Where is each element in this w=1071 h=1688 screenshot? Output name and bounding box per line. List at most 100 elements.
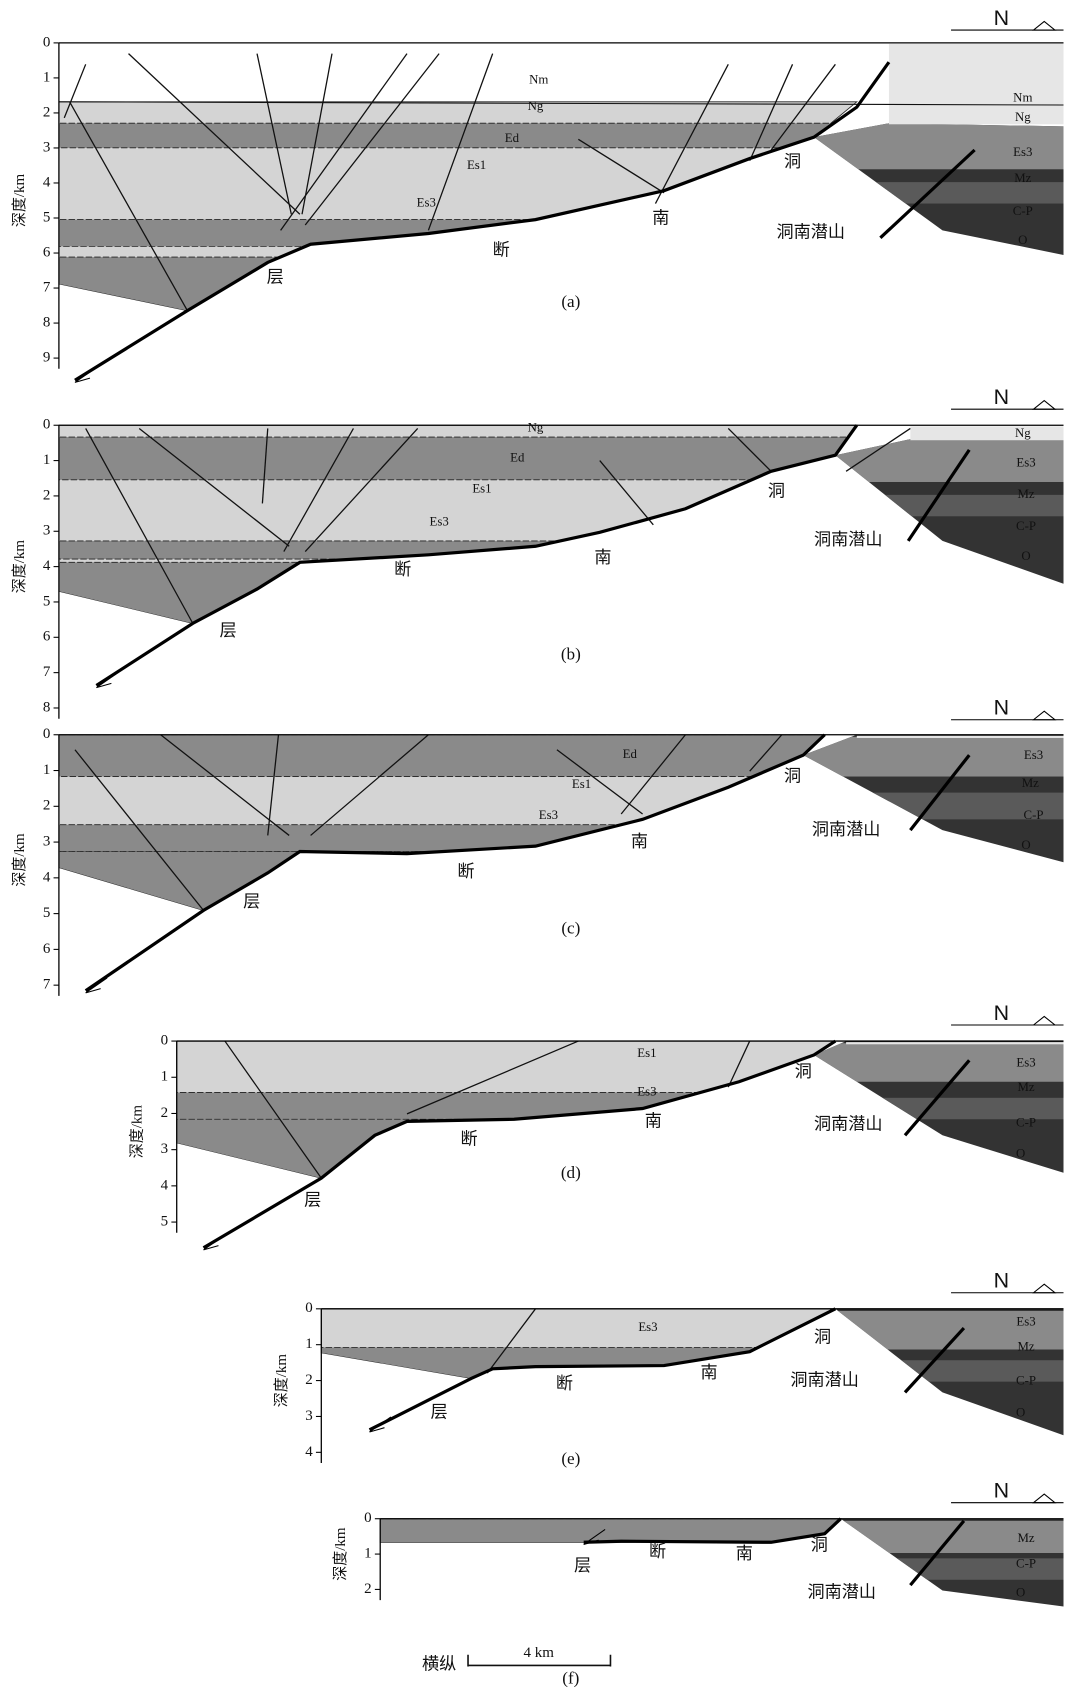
structure-label: 南 xyxy=(645,1111,662,1130)
tick-label: 8 xyxy=(43,315,50,331)
reverse-fault xyxy=(903,1059,971,1137)
detachment-fault xyxy=(84,733,826,993)
formation-label: Es3 xyxy=(429,515,448,529)
structure-label: 断 xyxy=(461,1130,478,1149)
tick-label: 5 xyxy=(161,1214,169,1230)
tick-label: 2 xyxy=(43,798,50,814)
structure-label: 断 xyxy=(649,1542,666,1561)
formation-label: Es1 xyxy=(572,777,591,791)
fault-line xyxy=(283,428,354,552)
scale-bar: 横纵 4 km xyxy=(422,1645,612,1673)
formation-label: Nm xyxy=(529,72,548,86)
formation-label: O xyxy=(1018,233,1027,247)
axis-title: 深度/km xyxy=(11,833,28,887)
layer xyxy=(58,122,857,149)
formation-label: O xyxy=(1016,1406,1025,1420)
fault-line xyxy=(128,53,301,215)
structure-label: 断 xyxy=(493,241,510,260)
tick-label: 3 xyxy=(43,139,50,155)
fault-line xyxy=(301,53,333,215)
north-mark xyxy=(1031,1493,1057,1504)
panel-label: (c) xyxy=(561,919,580,938)
scale-length: 4 km xyxy=(524,1645,555,1661)
formation-label: Es3 xyxy=(539,808,558,822)
slip-arrow xyxy=(96,672,119,689)
layer xyxy=(58,219,857,247)
fault-line xyxy=(406,1040,579,1115)
tick-label: 7 xyxy=(43,279,51,295)
formation-label: Es3 xyxy=(1016,1056,1035,1070)
panel: 0 1 2 3 4 5 6 7 8 深度/km N (b) Ng Ed Es1 Es3 Ng Es3 Mz C-P O 洞… xyxy=(11,385,1064,719)
structure-label: 断 xyxy=(556,1374,573,1393)
reverse-fault xyxy=(903,1327,966,1394)
tick-label: 1 xyxy=(161,1069,169,1085)
formation-label: Mz xyxy=(1017,1531,1034,1545)
structure-label: 洞南潜山 xyxy=(814,1115,883,1134)
formation-label: Mz xyxy=(1022,776,1039,790)
formation-label: Es3 xyxy=(637,1084,656,1098)
formation-label: Es3 xyxy=(638,1320,657,1334)
structure-label: 洞 xyxy=(768,482,785,501)
tick-label: 5 xyxy=(43,593,50,609)
fault-line xyxy=(256,53,292,215)
fault-line xyxy=(486,1308,537,1374)
formation-label: Mz xyxy=(1017,1080,1034,1094)
structure-label: 层 xyxy=(431,1403,448,1422)
north-label: N xyxy=(994,1479,1009,1503)
fault-line xyxy=(599,460,654,526)
structure-label: 洞 xyxy=(784,767,801,786)
fault-line xyxy=(310,734,429,836)
axis-title: 深度/km xyxy=(332,1527,349,1581)
fault-line xyxy=(138,427,290,547)
tick-label: 3 xyxy=(43,523,50,539)
formation-label: Es3 xyxy=(417,195,436,209)
north-label: N xyxy=(994,385,1009,409)
fault-line xyxy=(280,53,408,231)
panel-label: (d) xyxy=(561,1163,581,1182)
axis-title: 深度/km xyxy=(273,1354,290,1408)
fault-line xyxy=(63,64,87,119)
light-layer xyxy=(856,735,1064,738)
formation-label: Ng xyxy=(1015,110,1031,124)
formation-label: Es3 xyxy=(1024,748,1043,762)
light-layer xyxy=(910,426,1064,441)
structure-label: 洞南潜山 xyxy=(808,1583,877,1602)
structure-label: 断 xyxy=(457,862,474,881)
formation-label: Es3 xyxy=(1016,456,1035,470)
tick-label: 2 xyxy=(161,1105,169,1121)
tick-label: 4 xyxy=(43,174,51,190)
layer xyxy=(803,736,1064,777)
formation-label: O xyxy=(1016,1586,1025,1600)
scale-label: 横纵 xyxy=(422,1654,456,1673)
formation-label: Mz xyxy=(1014,171,1031,185)
tick-label: 2 xyxy=(43,487,50,503)
structure-label: 洞 xyxy=(784,152,801,171)
fault-line xyxy=(304,428,419,553)
tick-label: 8 xyxy=(43,699,50,715)
tick-label: 0 xyxy=(43,726,50,742)
fault-line xyxy=(427,53,494,231)
formation-label: Es1 xyxy=(467,158,486,172)
fault-line xyxy=(749,64,794,161)
detachment-fault xyxy=(202,1039,837,1250)
slip-arrow xyxy=(74,366,97,383)
tick-label: 7 xyxy=(43,977,51,993)
structure-label: 南 xyxy=(594,548,611,567)
formation-label: Es3 xyxy=(1016,1315,1035,1329)
structure-label: 洞 xyxy=(814,1328,831,1347)
structure-label: 南 xyxy=(736,1544,753,1563)
north-mark xyxy=(1031,1283,1057,1294)
layer xyxy=(58,561,857,624)
fault-line xyxy=(304,53,440,226)
detachment-fault xyxy=(74,61,891,382)
north-mark xyxy=(1031,399,1057,410)
tick-label: 5 xyxy=(43,209,50,225)
structure-label: 层 xyxy=(243,892,260,911)
tick-label: 1 xyxy=(43,762,50,778)
tick-label: 2 xyxy=(364,1581,372,1597)
formation-label: Ed xyxy=(623,747,638,761)
north-mark xyxy=(1031,1015,1057,1026)
formation-label: C-P xyxy=(1016,1374,1036,1388)
